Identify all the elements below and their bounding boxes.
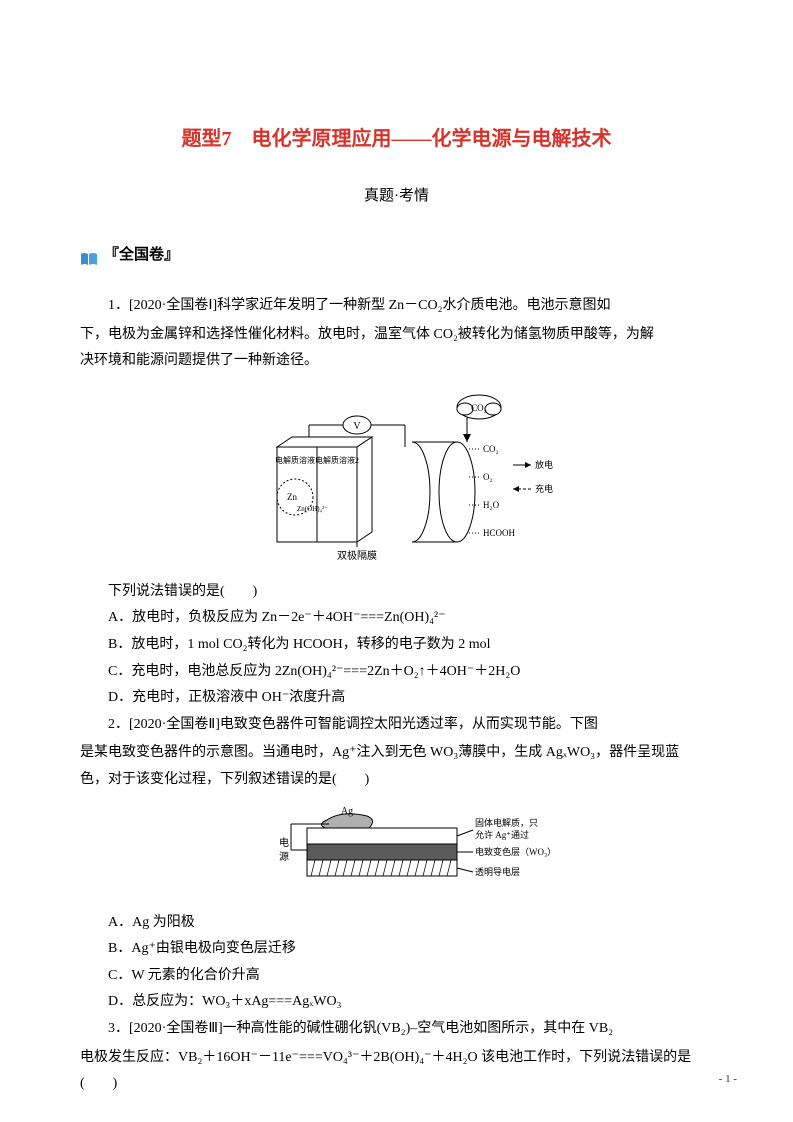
svg-text:HCOOH: HCOOH xyxy=(483,528,516,538)
svg-text:CO₂: CO₂ xyxy=(483,444,499,454)
q2-lead-line3: 色，对于该变化过程，下列叙述错误的是( ) xyxy=(80,767,713,794)
svg-text:Ag: Ag xyxy=(340,806,352,817)
q2-opt-d: D．总反应为：WO₃＋xAg===AgₓWO₃ xyxy=(80,989,713,1016)
svg-text:O₂: O₂ xyxy=(483,472,493,482)
section-label-text: 『全国卷』 xyxy=(104,241,179,270)
svg-text:电解质溶液1: 电解质溶液1 xyxy=(275,455,319,465)
svg-text:H₂O: H₂O xyxy=(483,500,500,510)
q2-opt-c: C．W 元素的化合价升高 xyxy=(80,963,713,990)
svg-text:放电: 放电 xyxy=(535,459,553,470)
q1-lead-line2: 下，电极为金属锌和选择性催化材料。放电时，温室气体 CO₂被转化为储氢物质甲酸等… xyxy=(80,322,713,349)
q2-lead-line2: 是某电致变色器件的示意图。当通电时，Ag⁺注入到无色 WO₃薄膜中，生成 Agₓ… xyxy=(80,740,713,767)
svg-text:允许 Ag⁺通过: 允许 Ag⁺通过 xyxy=(475,829,529,840)
svg-text:源: 源 xyxy=(279,850,289,863)
q2-opt-b: B．Ag⁺由银电极向变色层迁移 xyxy=(80,936,713,963)
svg-text:双极隔膜: 双极隔膜 xyxy=(337,549,377,562)
page-subtitle: 真题·考情 xyxy=(80,182,713,211)
page-number: - 1 - xyxy=(719,1069,737,1090)
q2-lead-line1: 2．[2020·全国卷Ⅱ]电致变色器件可智能调控太阳光透过率，从而实现节能。下图 xyxy=(80,712,713,739)
q1-lead-line1: 1．[2020·全国卷Ⅰ]科学家近年发明了一种新型 Zn－CO₂水介质电池。电池… xyxy=(80,293,713,320)
book-icon xyxy=(80,248,98,262)
svg-text:透明导电层: 透明导电层 xyxy=(475,866,520,877)
svg-text:Zn(OH)₄²⁻: Zn(OH)₄²⁻ xyxy=(297,505,328,513)
svg-text:电致变色层（WO₃）: 电致变色层（WO₃） xyxy=(475,846,556,857)
svg-text:固体电解质，只: 固体电解质，只 xyxy=(475,817,538,828)
q3-lead-line3: ( ) xyxy=(80,1071,713,1098)
q1-opt-b: B．放电时，1 mol CO₂转化为 HCOOH，转移的电子数为 2 mol xyxy=(80,632,713,659)
q1-lead-line3: 决环境和能源问题提供了一种新途径。 xyxy=(80,348,713,375)
svg-text:电解质溶液2: 电解质溶液2 xyxy=(315,455,359,465)
svg-text:充电: 充电 xyxy=(535,483,553,494)
svg-text:CO₂: CO₂ xyxy=(471,403,487,413)
page-title: 题型7 电化学原理应用——化学电源与电解技术 xyxy=(80,120,713,158)
svg-text:Zn: Zn xyxy=(287,492,297,502)
q3-lead-line2: 电极发生反应：VB₂＋16OH⁻－11e⁻===VO₄³⁻＋2B(OH)₄⁻＋4… xyxy=(80,1045,713,1072)
svg-text:V: V xyxy=(353,421,361,432)
q1-opt-a: A．放电时，负极反应为 Zn－2e⁻＋4OH⁻===Zn(OH)₄²⁻ xyxy=(80,605,713,632)
svg-text:电: 电 xyxy=(279,836,289,849)
q1-opt-d: D．充电时，正极溶液中 OH⁻浓度升高 xyxy=(80,685,713,712)
q3-lead-line1: 3．[2020·全国卷Ⅲ]一种高性能的碱性硼化钒(VB₂)–空气电池如图所示，其… xyxy=(80,1016,713,1043)
q2-opt-a: A．Ag 为阳极 xyxy=(80,910,713,937)
q2-diagram: Ag 电 源 xyxy=(80,806,713,898)
section-label: 『全国卷』 xyxy=(80,241,713,270)
q1-opt-c: C．充电时，电池总反应为 2Zn(OH)₄²⁻===2Zn＋O₂↑＋4OH⁻＋2… xyxy=(80,659,713,686)
q1-stem: 下列说法错误的是( ) xyxy=(80,579,713,606)
q1-diagram: CO₂ V 电解质溶液1 电解质溶液2 Zn Zn(OH)₄²⁻ 双极隔膜 xyxy=(80,387,713,567)
